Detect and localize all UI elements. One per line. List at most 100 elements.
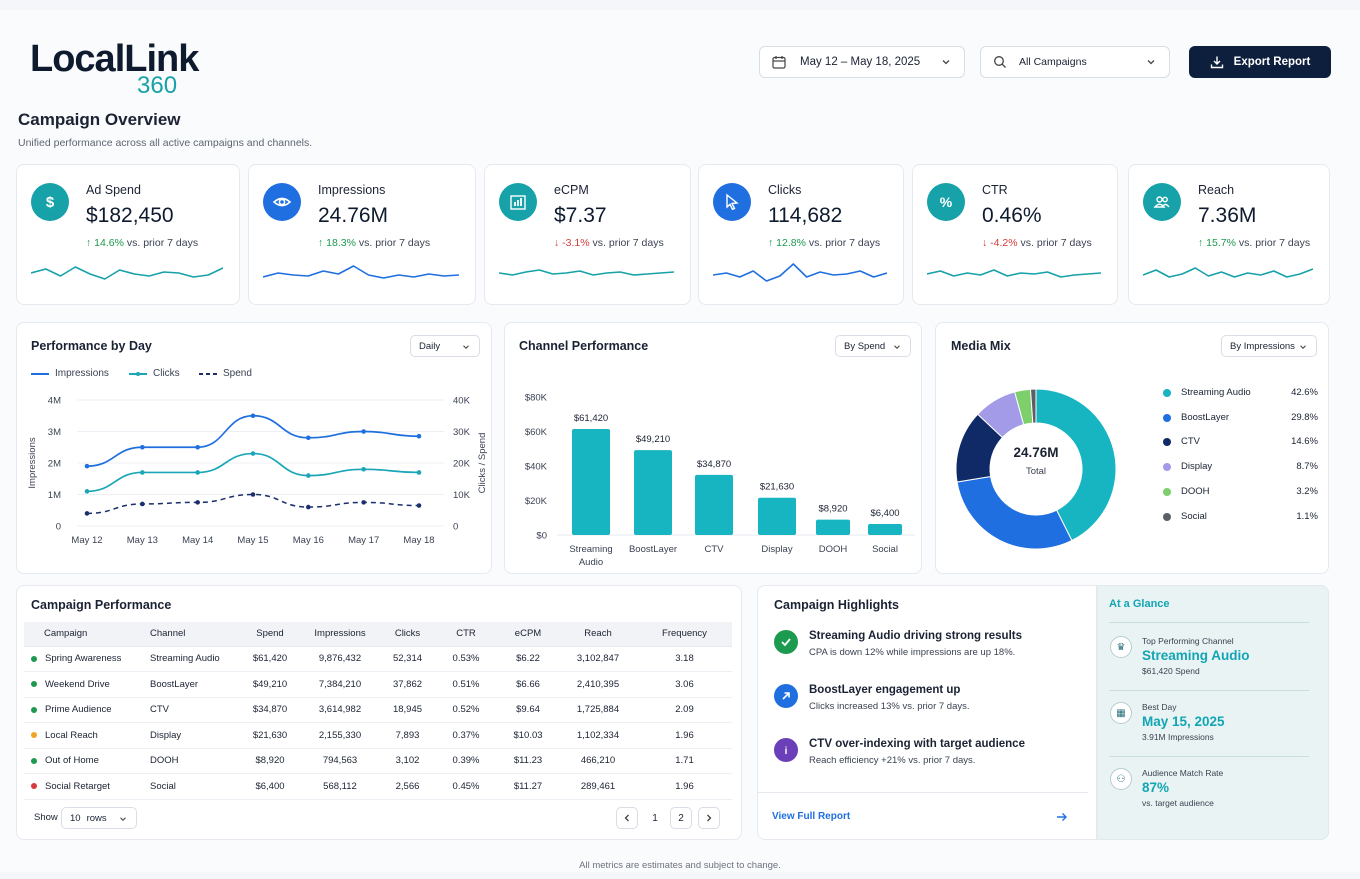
table-cell: $61,420 [240,646,300,672]
bar-data-label: $6,400 [870,508,899,519]
table-row[interactable]: Local Reach Display $21,630 2,155,330 7,893 0… [24,722,732,749]
y-axis-label-right: Clicks / Spend [477,433,488,494]
data-point-impressions [84,463,90,469]
page-1-button[interactable]: 1 [652,812,658,824]
column-header[interactable]: Reach [559,622,637,647]
x-tick-label: Display [761,544,792,555]
column-header[interactable]: CTR [435,622,497,647]
rows-unit: rows [86,812,107,824]
kpi-card-impressions[interactable]: Impressions 24.76M ↑ 18.3% vs. prior 7 day… [248,164,476,305]
data-point-spend [416,503,422,508]
table-cell: 9,876,432 [300,646,380,672]
channel-bar-chart: $80K $60K $40K $20K $0 $61,420 Streaming Audio $… [525,393,915,568]
table-row[interactable]: Prime Audience CTV $34,870 3,614,982 18,945 0… [24,697,732,723]
column-header[interactable]: Clicks [380,622,435,647]
export-report-button[interactable]: Export Report [1189,46,1331,78]
campaign-filter-value: All Campaigns [1019,56,1087,68]
column-header[interactable]: Channel [150,622,240,647]
page-2-button[interactable]: 2 [670,807,692,829]
trend-up-icon: ↑ [768,237,777,249]
media-mix-legend-item: CTV 14.6% [1163,435,1318,449]
status-dot [31,732,37,739]
users-icon [1143,183,1181,221]
kpi-value: 0.46% [982,204,1042,227]
media-mix-dropdown[interactable]: By Impressions [1221,335,1317,357]
column-header[interactable]: eCPM [497,622,559,647]
table-cell: $6.22 [497,646,559,672]
perf-interval-dropdown[interactable]: Daily [410,335,480,357]
brand-logo: LocalLink 360 [30,36,220,106]
campaign-filter-select[interactable]: All Campaigns [980,46,1170,78]
donut-center-value: 24.76M [1013,445,1059,460]
data-point-impressions [306,435,311,441]
y-tick-left: 3M [48,427,61,438]
channel-metric-dropdown[interactable]: By Spend [835,335,911,357]
date-range-picker[interactable]: May 12 – May 18, 2025 [759,46,965,78]
y-tick-label: $60K [525,427,548,438]
cell-value: Prime Audience [45,704,112,716]
y-tick-left: 0 [56,522,61,533]
calendar-icon [772,56,786,69]
dropdown-value: By Impressions [1230,340,1295,352]
table-cell: Streaming Audio [150,646,240,672]
status-dot [31,655,37,662]
rows-per-page-select[interactable]: 10 rows [61,807,137,829]
kpi-card-ctr[interactable]: % CTR 0.46% ↓ -4.2% vs. prior 7 days [912,164,1118,305]
audience-icon: ⚇ [1110,768,1132,790]
campaign-name-cell: Weekend Drive [24,671,150,698]
legend-line-icon [129,371,147,376]
panel-title: Media Mix [951,339,1011,353]
table-row[interactable]: Spring Awareness Streaming Audio $61,420 9,… [24,646,732,672]
svg-text:i: i [785,746,788,757]
legend-value: 3.2% [1296,485,1318,497]
x-tick-label: CTV [705,544,725,555]
kpi-card-ecpm[interactable]: eCPM $7.37 ↓ -3.1% vs. prior 7 days [484,164,691,305]
y-tick-left: 4M [48,396,61,407]
media-mix-legend-item: BoostLayer 29.8% [1163,411,1318,425]
data-point-clicks [140,470,145,475]
x-tick-label: May 13 [127,535,158,546]
footer-note: All metrics are estimates and subject to… [579,860,781,871]
performance-by-day-panel: Performance by Day Daily Impressions Cli… [16,322,492,574]
dropdown-value: Daily [419,340,441,352]
table-cell: 18,945 [380,697,435,723]
table-cell: 1,102,334 [559,722,637,749]
legend-value: 8.7% [1296,461,1318,473]
table-cell: $21,630 [240,722,300,749]
column-header[interactable]: Frequency [637,622,732,647]
trend-down-icon: ↓ [982,237,991,249]
next-page-button[interactable] [698,807,720,829]
view-full-report-link[interactable]: View Full Report [772,811,851,822]
table-cell: 52,314 [380,646,435,672]
table-cell: 37,862 [380,671,435,698]
series-line-clicks [86,452,420,493]
bar-data-label: $61,420 [574,413,608,424]
data-point-impressions [416,433,422,439]
kpi-delta: ↑ 15.7% vs. prior 7 days [1198,237,1310,249]
media-mix-donut [955,388,1117,550]
search-icon [994,56,1006,68]
kpi-delta-value: 12.8% [776,237,806,249]
kpi-delta: ↓ -4.2% vs. prior 7 days [982,237,1092,249]
table-cell: $9.64 [497,697,559,723]
table-cell: $34,870 [240,697,300,723]
kpi-card-reach[interactable]: Reach 7.36M ↑ 15.7% vs. prior 7 days [1128,164,1330,305]
arrow-right-icon[interactable] [1055,810,1069,824]
cell-value: Local Reach [45,729,98,741]
data-point-impressions [361,429,366,434]
column-header[interactable]: Impressions [300,622,380,647]
column-header[interactable]: Campaign [24,622,150,647]
table-cell: $10.03 [497,722,559,749]
table-row[interactable]: Out of Home DOOH $8,920 794,563 3,102 0.39% $1… [24,748,732,774]
table-cell: Display [150,722,240,749]
x-tick-label: May 14 [182,535,213,546]
highlight-description: Clicks increased 13% vs. prior 7 days. [809,701,970,712]
kpi-card-clicks[interactable]: Clicks 114,682 ↑ 12.8% vs. prior 7 days [698,164,904,305]
table-cell: $11.23 [497,748,559,774]
column-header[interactable]: Spend [240,622,300,647]
legend-swatch [1163,389,1171,397]
table-row[interactable]: Weekend Drive BoostLayer $49,210 7,384,210 3… [24,671,732,698]
kpi-card-ad-spend[interactable]: $ Ad Spend $182,450 ↑ 14.6% vs. prior 7 day… [16,164,240,305]
table-row[interactable]: Social Retarget Social $6,400 568,112 2,566 0… [24,773,732,800]
prev-page-button[interactable] [616,807,638,829]
